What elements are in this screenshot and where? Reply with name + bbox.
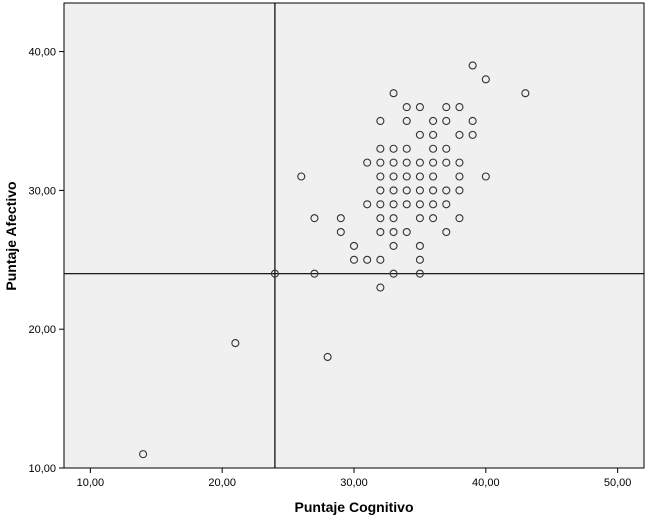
data-point — [389, 144, 398, 153]
data-point — [389, 214, 398, 223]
data-point — [389, 172, 398, 181]
data-point — [402, 116, 411, 126]
x-tick-label: 30,00 — [340, 477, 368, 489]
data-point — [429, 116, 438, 126]
data-point — [376, 214, 385, 223]
data-point — [481, 75, 490, 84]
data-point — [376, 186, 385, 195]
data-point — [415, 241, 424, 250]
data-point — [455, 103, 464, 112]
data-point — [389, 89, 398, 98]
x-tick-label: 40,00 — [472, 477, 500, 489]
data-point — [389, 241, 398, 250]
x-tick-label: 50,00 — [604, 477, 632, 489]
data-point — [415, 200, 424, 209]
data-point — [429, 186, 438, 195]
data-point — [455, 130, 464, 139]
y-tick-label: 20,00 — [28, 324, 56, 336]
data-point — [336, 227, 345, 237]
data-point — [429, 130, 438, 139]
data-point — [442, 144, 451, 153]
y-tick-label: 10,00 — [28, 463, 56, 475]
x-axis-title: Puntaje Cognitivo — [295, 499, 414, 515]
data-point — [376, 158, 385, 167]
y-tick-label: 40,00 — [28, 47, 56, 59]
data-point — [376, 172, 385, 181]
data-point — [402, 103, 411, 112]
data-point — [429, 172, 438, 181]
data-point — [389, 158, 398, 167]
data-point — [468, 130, 477, 139]
reference-lines — [64, 3, 644, 468]
data-point — [310, 269, 319, 278]
data-point — [376, 116, 385, 126]
data-point — [349, 255, 359, 264]
data-point — [442, 103, 451, 112]
data-point — [429, 144, 438, 153]
data-point — [415, 130, 424, 139]
data-point — [389, 200, 398, 209]
data-point — [376, 283, 385, 292]
data-point — [270, 269, 279, 278]
data-point — [389, 186, 398, 195]
data-point — [415, 186, 424, 195]
data-point — [455, 214, 464, 223]
data-point — [363, 158, 372, 167]
data-point — [455, 186, 464, 195]
data-point — [415, 269, 424, 278]
data-point — [429, 200, 438, 209]
data-point — [389, 227, 398, 237]
data-point — [455, 172, 464, 181]
data-point — [297, 172, 306, 181]
data-point — [468, 116, 477, 126]
data-point — [429, 214, 438, 223]
plot-area — [63, 2, 645, 469]
data-point — [376, 227, 385, 237]
data-point — [402, 227, 411, 237]
data-point — [415, 172, 424, 181]
data-point — [389, 269, 398, 278]
x-tick-label: 10,00 — [77, 477, 105, 489]
data-point — [442, 186, 451, 195]
data-point — [442, 158, 451, 167]
x-axis: 10,00 20,00 30,00 40,00 50,00 — [77, 468, 632, 489]
data-point — [376, 144, 385, 153]
y-tick-label: 30,00 — [28, 185, 56, 197]
data-point — [231, 339, 240, 348]
data-point — [310, 214, 319, 223]
data-point — [402, 200, 411, 209]
data-point — [323, 352, 332, 362]
data-point — [402, 144, 411, 153]
data-points — [139, 61, 530, 459]
data-point — [468, 61, 477, 70]
data-point — [139, 450, 148, 459]
data-point — [442, 227, 451, 237]
data-point — [336, 214, 345, 223]
data-point — [402, 172, 411, 181]
data-point — [415, 103, 424, 112]
data-point — [363, 200, 372, 209]
data-point — [481, 172, 490, 181]
data-point — [415, 214, 424, 223]
data-point — [402, 158, 411, 167]
y-axis: 10,00 20,00 30,00 40,00 — [28, 47, 64, 475]
data-point — [402, 186, 411, 195]
data-point — [415, 158, 424, 167]
data-point — [415, 255, 424, 264]
y-axis-title: Puntaje Afectivo — [3, 181, 19, 290]
data-point — [521, 89, 530, 98]
data-point — [349, 241, 359, 250]
data-point — [376, 200, 385, 209]
data-point — [429, 158, 438, 167]
data-point — [442, 200, 451, 209]
x-tick-label: 20,00 — [208, 477, 236, 489]
data-point — [363, 255, 372, 264]
data-point — [455, 158, 464, 167]
data-point — [376, 255, 385, 264]
data-point — [442, 116, 451, 126]
